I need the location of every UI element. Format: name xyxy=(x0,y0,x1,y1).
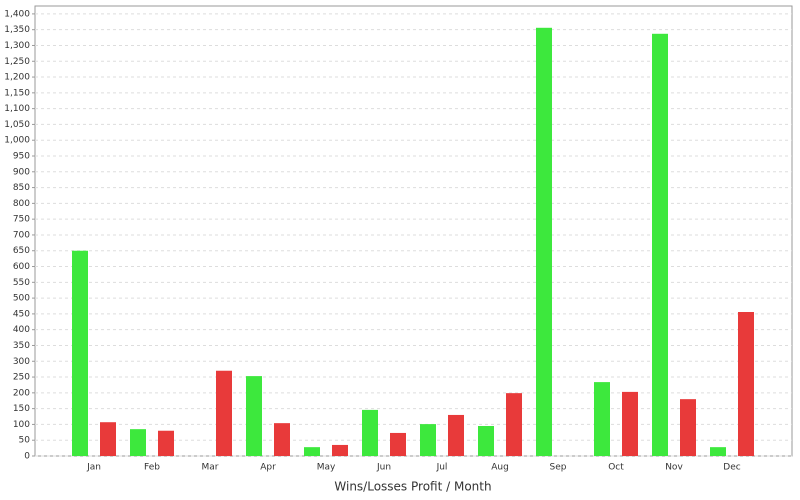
y-tick-label: 550 xyxy=(13,278,30,288)
bar xyxy=(478,426,494,456)
y-tick-label: 850 xyxy=(13,183,30,193)
y-tick-label: 300 xyxy=(13,357,30,367)
x-tick-label: Mar xyxy=(202,463,219,473)
bar xyxy=(738,312,754,456)
y-tick-label: 900 xyxy=(13,167,30,177)
x-tick-label: Aug xyxy=(491,463,509,473)
y-tick-label: 1,250 xyxy=(4,57,30,67)
x-tick-label: Nov xyxy=(665,463,683,473)
y-tick-label: 700 xyxy=(13,230,30,240)
y-tick-label: 1,150 xyxy=(4,88,30,98)
bar xyxy=(390,432,406,456)
bar xyxy=(332,444,348,456)
bar xyxy=(506,393,522,456)
y-tick-label: 800 xyxy=(13,199,30,209)
bar xyxy=(246,376,262,456)
y-tick-label: 200 xyxy=(13,388,30,398)
bar xyxy=(130,429,146,456)
x-tick-label: Feb xyxy=(144,463,160,473)
bar xyxy=(216,370,232,456)
x-tick-label: Jul xyxy=(436,463,448,473)
x-tick-label: Oct xyxy=(608,463,624,473)
y-tick-label: 1,400 xyxy=(4,9,30,19)
y-tick-label: 500 xyxy=(13,294,30,304)
y-tick-label: 600 xyxy=(13,262,30,272)
bar xyxy=(536,27,552,456)
y-tick-label: 50 xyxy=(19,436,31,446)
bar xyxy=(362,409,378,456)
plot-frame xyxy=(34,5,793,457)
bar xyxy=(100,422,116,456)
bar xyxy=(594,382,610,456)
x-tick-label: Dec xyxy=(723,463,740,473)
y-tick-label: 150 xyxy=(13,404,30,414)
y-tick-label: 450 xyxy=(13,309,30,319)
bar xyxy=(420,424,436,456)
y-tick-label: 950 xyxy=(13,152,30,162)
y-tick-label: 1,000 xyxy=(4,136,30,146)
x-tick-label: Apr xyxy=(260,463,276,473)
y-tick-label: 1,100 xyxy=(4,104,30,114)
y-tick-label: 350 xyxy=(13,341,30,351)
bar xyxy=(72,250,88,456)
y-tick-label: 400 xyxy=(13,325,30,335)
x-tick-label: May xyxy=(317,463,336,473)
bar xyxy=(274,423,290,456)
x-axis-label: Wins/Losses Profit / Month xyxy=(334,480,491,494)
y-tick-label: 1,200 xyxy=(4,73,30,83)
bar xyxy=(622,391,638,456)
y-tick-label: 0 xyxy=(24,452,30,462)
bar xyxy=(680,399,696,456)
bar xyxy=(710,447,726,456)
y-tick-label: 100 xyxy=(13,420,30,430)
bar xyxy=(448,414,464,456)
bar xyxy=(652,33,668,456)
x-tick-label: Jan xyxy=(86,463,101,473)
bar xyxy=(158,430,174,456)
y-tick-label: 1,350 xyxy=(4,25,30,35)
y-tick-label: 1,050 xyxy=(4,120,30,130)
y-tick-label: 750 xyxy=(13,215,30,225)
y-tick-label: 250 xyxy=(13,373,30,383)
x-tick-label: Sep xyxy=(550,463,567,473)
x-tick-label: Jun xyxy=(376,463,391,473)
y-tick-label: 650 xyxy=(13,246,30,256)
y-tick-label: 1,300 xyxy=(4,41,30,51)
bar xyxy=(304,447,320,456)
